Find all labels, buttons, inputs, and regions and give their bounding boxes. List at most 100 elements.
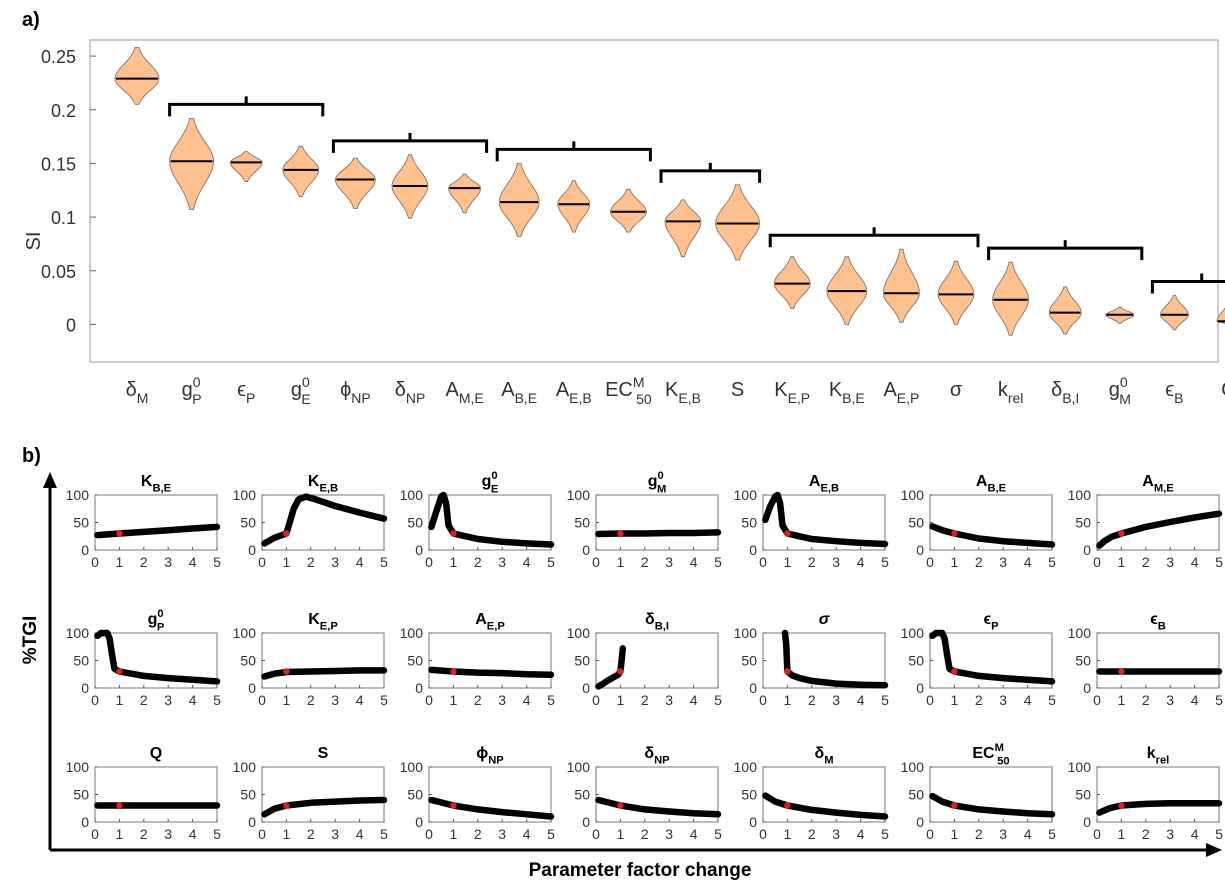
x-tick-label: 1 [1118,692,1126,708]
y-tick-label: 0 [248,542,256,558]
x-tick-label: 0 [759,826,767,842]
x-tick-label: 0 [592,554,600,570]
baseline-marker [450,530,457,537]
subplot-title: g0 P [148,608,165,634]
subplot-frame [595,494,719,551]
subplot-frame [762,632,886,689]
data-curve [595,645,627,690]
x-tick-label: 3 [498,554,506,570]
plot-area-a [89,39,1219,363]
x-tick-label: 3 [665,692,673,708]
violin [498,163,540,237]
y-tick-label: 100 [734,759,758,775]
x-tick-label: 4 [1024,554,1032,570]
y-tick-label: 0 [916,814,924,830]
baseline-marker [951,530,958,537]
baseline-marker [283,802,290,809]
subplot-frame [1096,766,1220,823]
x-tick-label: 3 [832,692,840,708]
baseline-marker [784,530,791,537]
x-tick-label: Q [1221,379,1225,401]
x-tick-label: 5 [714,826,722,842]
x-tick-label: 3 [1166,554,1174,570]
subplot-frame [261,632,385,689]
y-tick-label: 0 [916,680,924,696]
x-tick-label: KE,B [665,379,701,406]
x-tick-label: AM,E [445,379,483,406]
violin [715,184,760,261]
subplot-title: δM [814,745,833,767]
violin [773,256,811,309]
subplot-title: δNP [644,745,670,767]
data-curve [261,493,388,547]
x-tick-label: ϕNP [340,379,371,406]
x-tick-label: 4 [356,554,364,570]
y-tick-label: 0 [415,542,423,558]
x-tick-label: 3 [999,826,1007,842]
y-tick-label: 0 [248,814,256,830]
tgi-axis-label: %TGI [20,616,41,665]
x-tick-label: 3 [665,826,673,842]
y-tick-label: 50 [1075,653,1091,669]
x-tick-label: 4 [189,692,197,708]
x-tick-label: 5 [881,554,889,570]
x-tick-label: ECM 50 [605,374,652,407]
subplot-frame [1096,632,1220,689]
x-tick-label: 2 [975,554,983,570]
baseline-marker [116,802,123,809]
x-tick-label: 2 [307,692,315,708]
x-tick-label: S [731,379,744,401]
subplot-title: σ [819,611,831,628]
y-tick-label: 100 [1068,487,1092,503]
panel-label-a: a) [22,9,40,31]
x-tick-label: 0 [425,826,433,842]
x-tick-label: 2 [474,554,482,570]
x-tick-label: 2 [474,692,482,708]
x-tick-label: 2 [808,554,816,570]
y-tick-label: 50 [908,653,924,669]
violin [1048,286,1082,335]
baseline-marker [784,668,791,675]
x-tick-label: 5 [714,554,722,570]
y-tick-label: 100 [567,625,591,641]
y-tick-label: 0 [1083,814,1091,830]
x-tick-label: 0 [91,692,99,708]
x-tick-label: 4 [1191,826,1199,842]
x-tick-label: 0 [258,826,266,842]
y-tick-label: 100 [901,759,925,775]
x-tick-label: 2 [641,554,649,570]
x-tick-label: 5 [1215,826,1223,842]
data-curve [929,523,1056,548]
y-tick-label: 0.15 [41,154,76,174]
violin [992,261,1029,336]
x-tick-label: 4 [1191,554,1199,570]
x-tick-label: 0 [759,692,767,708]
baseline-marker [784,802,791,809]
subplot-title: ϵB [1150,611,1166,633]
x-tick-label: 4 [1024,826,1032,842]
y-tick-label: 100 [1068,759,1092,775]
x-tick-label: 2 [975,826,983,842]
x-tick-label: 5 [714,692,722,708]
violin [1216,307,1225,324]
subplot-title: g0 E [482,470,499,496]
x-tick-label: 4 [1024,692,1032,708]
y-tick-label: 0 [81,680,89,696]
x-tick-label: 1 [784,554,792,570]
y-tick-label: 50 [574,515,590,531]
subplot-title: g0 M [648,470,667,496]
x-tick-label: 5 [380,826,388,842]
x-tick-label: σ [950,379,963,401]
y-tick-label: 100 [400,759,424,775]
x-tick-label: 3 [832,554,840,570]
violin [937,260,975,325]
subplot-title: AE,B [809,473,839,495]
data-curve [1096,510,1223,549]
x-tick-label: δB,I [1051,379,1079,406]
